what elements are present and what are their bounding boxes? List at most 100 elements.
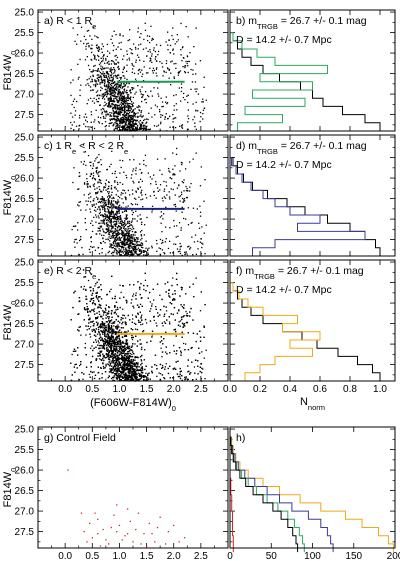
data-point [128,123,130,125]
data-point [128,243,131,245]
data-point [126,374,128,376]
data-point [143,288,145,291]
data-point [135,91,137,93]
data-point [127,368,129,370]
data-point [103,220,105,222]
data-point [151,205,154,207]
data-point [100,205,102,207]
data-point [89,86,92,88]
data-point [75,238,77,240]
data-point [124,84,126,86]
data-point [85,334,87,336]
data-point [163,313,166,315]
data-point [103,231,105,233]
data-point [106,62,108,64]
data-point [73,348,76,350]
data-point [116,349,118,351]
data-point [101,113,103,115]
data-point [128,232,130,235]
data-point [159,216,161,218]
data-point [92,177,94,179]
data-point [166,103,168,105]
data-point [128,105,131,107]
data-point [123,238,125,240]
data-point [157,50,160,53]
data-point [140,249,142,251]
data-point [102,71,104,73]
data-point [121,231,124,234]
data-point [130,108,132,110]
data-point [120,291,122,294]
data-point [131,87,133,89]
data-point [118,93,120,95]
data-point [110,188,113,190]
data-point [128,57,130,59]
data-point [123,95,125,98]
data-point [132,127,134,129]
data-point [115,244,117,246]
data-point [94,85,97,88]
data-point [140,343,142,345]
data-point [109,106,112,108]
data-point [136,374,138,376]
data-point [173,173,175,175]
data-point [117,201,119,203]
data-point [114,105,116,107]
data-point [170,72,172,74]
data-point [99,358,101,360]
data-point [114,217,117,219]
data-point [87,154,90,157]
data-point [78,379,80,381]
data-point [107,215,109,217]
data-point [101,222,103,224]
data-point [108,195,110,197]
data-point [98,154,100,156]
data-point [131,220,133,222]
data-point [99,94,101,97]
data-point [123,227,125,229]
data-point [87,186,89,188]
data-point [143,60,145,62]
data-point [126,249,128,251]
data-point [110,83,112,86]
data-point [114,95,117,98]
data-point [131,106,133,108]
data-point [113,248,116,250]
data-point [116,101,119,103]
data-point [76,43,78,45]
y-tick-label: 25.5 [15,28,35,39]
data-point [132,248,134,251]
data-point [89,185,91,187]
data-point [123,232,125,234]
data-point [177,74,180,76]
data-point [137,188,139,190]
data-point [117,231,119,233]
data-point [115,250,118,252]
data-point [141,314,143,316]
data-point [117,108,119,110]
data-point [132,226,134,228]
data-point [95,169,98,172]
data-point [70,127,72,130]
data-point [90,47,92,50]
data-point [110,38,112,40]
data-point [99,200,101,203]
data-point [118,248,120,250]
data-point [125,197,127,199]
data-point [123,128,125,130]
data-point [127,189,129,192]
data-point [129,241,131,244]
data-point [133,115,135,117]
data-point [144,126,146,128]
data-point [180,83,183,85]
data-point [115,252,117,254]
data-point [117,113,120,115]
data-point [121,102,123,105]
data-point [98,206,100,209]
data-point [124,374,126,377]
data-point [165,346,167,348]
data-point [93,216,95,218]
data-point [130,234,132,237]
data-point [131,49,133,51]
data-point [122,118,125,121]
